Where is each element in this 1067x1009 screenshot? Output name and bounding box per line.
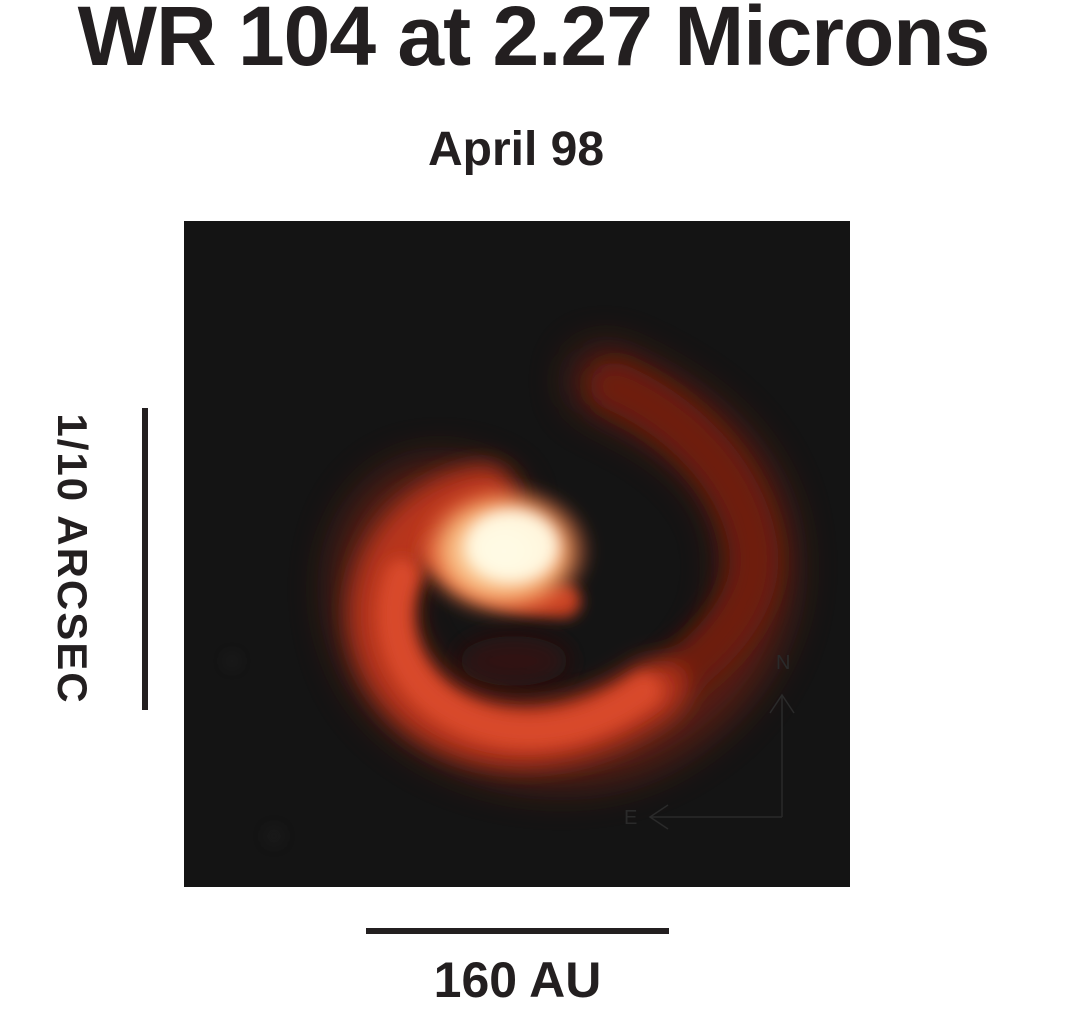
page-title: WR 104 at 2.27 Microns [77,0,991,83]
distance-scale-label: 160 AU [433,952,602,1008]
angular-scale-bar [142,408,148,710]
infrared-image-panel: N E [184,221,850,887]
distance-scale-bar [366,928,669,934]
compass-east-label: E [624,807,638,829]
observation-date: April 98 [427,123,605,176]
compass-north-label: N [776,652,791,674]
compass-arrows [648,693,795,830]
pinwheel-nebula-image [226,346,795,844]
angular-scale-label: 1/10 ARCSEC [49,413,96,705]
